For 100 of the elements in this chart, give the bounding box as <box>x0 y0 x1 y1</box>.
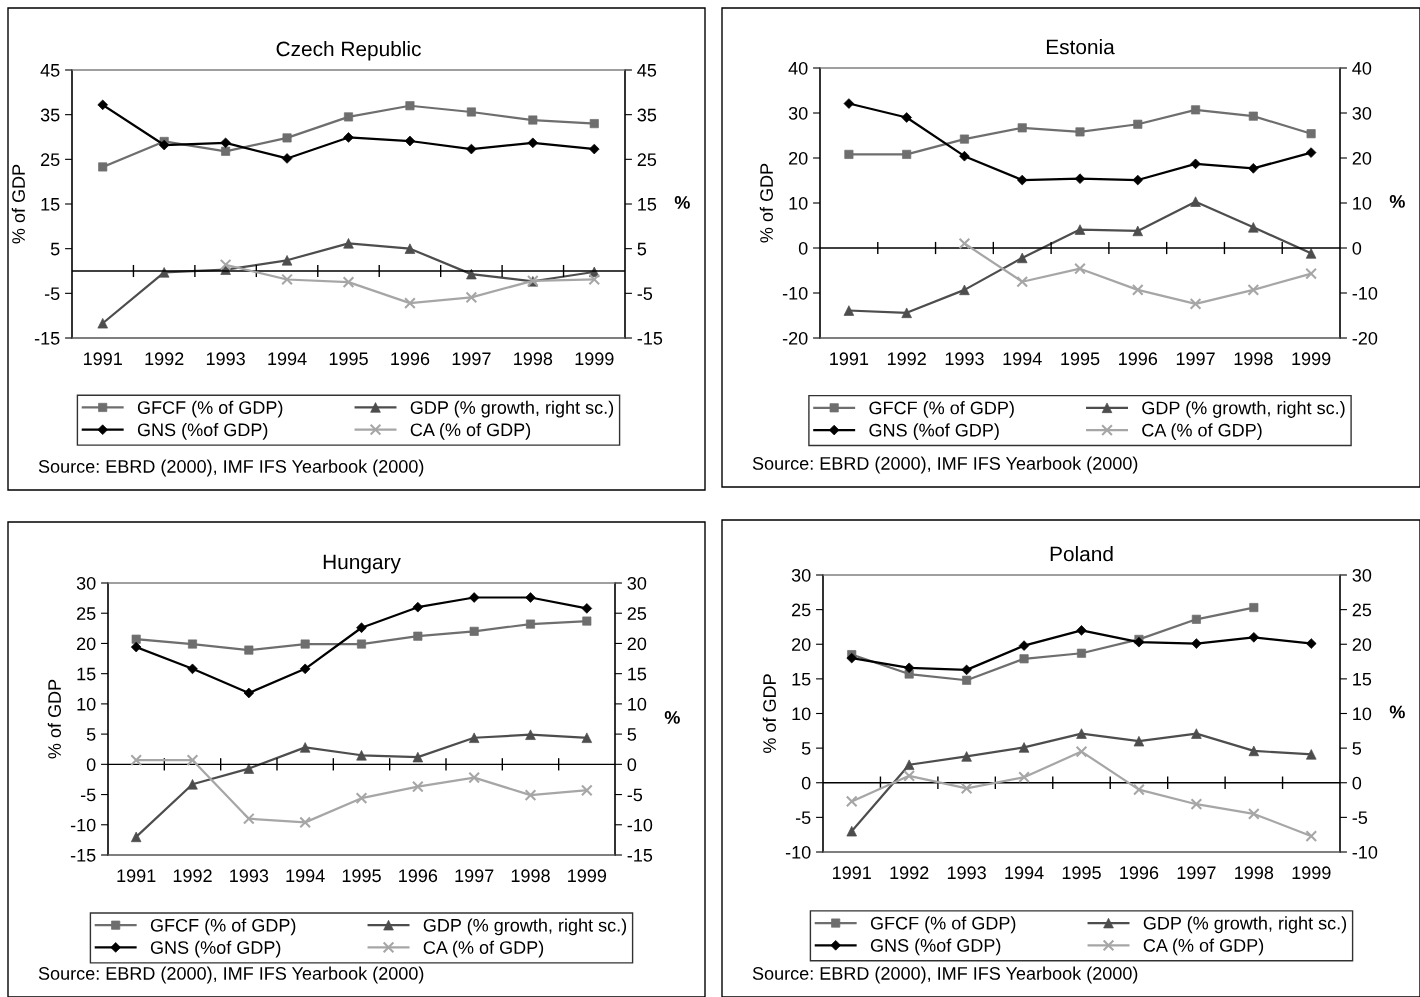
y-tick-label: 25 <box>41 153 60 167</box>
y-tick-label: 20 <box>789 151 808 165</box>
x-tick-label: 1994 <box>1003 352 1042 366</box>
y2-axis-title: % <box>1389 705 1405 719</box>
x-tick-label: 1992 <box>145 352 184 366</box>
x-tick-label: 1996 <box>1119 352 1158 366</box>
legend-label: GFCF (% of GDP) <box>150 918 296 936</box>
y2-tick-label: 20 <box>1352 151 1372 165</box>
legend-label: GDP (% growth, right sc.) <box>410 400 614 418</box>
y2-tick-label: -5 <box>1352 811 1368 825</box>
y2-tick-label: 25 <box>627 607 647 620</box>
y2-tick-label: 0 <box>1352 776 1362 790</box>
x-tick-label: 1991 <box>84 352 122 366</box>
legend-label: GNS (%of GDP) <box>150 940 281 958</box>
x-tick-label: 1999 <box>1292 352 1331 366</box>
x-tick-label: 1998 <box>514 352 553 366</box>
y2-tick-label: 45 <box>637 64 657 77</box>
y-tick-label: 0 <box>801 776 811 790</box>
y-axis-title: % of GDP <box>762 674 776 753</box>
y2-tick-label: 30 <box>627 576 647 590</box>
y-axis-title: % of GDP <box>759 163 773 243</box>
y-tick-label: 25 <box>792 603 811 617</box>
legend-label: CA (% of GDP) <box>1142 423 1262 441</box>
y2-tick-label: 10 <box>628 697 647 711</box>
x-tick-label: 1995 <box>1061 352 1100 366</box>
y2-axis-title: % <box>664 711 680 724</box>
y-tick-label: 10 <box>77 697 96 711</box>
x-tick-label: 1998 <box>1234 352 1273 366</box>
legend-label: GDP (% growth, right sc.) <box>1142 401 1345 418</box>
x-tick-label: 1996 <box>399 869 438 883</box>
y-axis-title: % of GDP <box>11 164 25 244</box>
x-tick-label: 1992 <box>887 352 926 366</box>
legend-label: CA (% of GDP) <box>1143 938 1264 956</box>
x-tick-label: 1994 <box>1005 866 1044 880</box>
y-tick-label: 5 <box>86 728 96 741</box>
x-tick-label: 1995 <box>342 869 381 883</box>
y-tick-label: 10 <box>789 196 808 210</box>
x-tick-label: 1996 <box>391 352 430 366</box>
y2-tick-label: -15 <box>627 849 653 862</box>
y2-tick-label: 15 <box>1353 673 1372 686</box>
y-tick-label: -15 <box>70 849 96 862</box>
y2-tick-label: 5 <box>1352 742 1362 755</box>
y2-tick-label: 30 <box>1352 106 1372 120</box>
x-tick-label: 1996 <box>1120 866 1159 880</box>
y-tick-label: 15 <box>77 667 96 681</box>
legend-label: GNS (%of GDP) <box>869 423 999 441</box>
x-tick-label: 1993 <box>947 866 986 880</box>
y-tick-label: -5 <box>80 788 96 802</box>
y-tick-label: 40 <box>788 61 808 75</box>
legend-label: GFCF (% of GDP) <box>870 916 1016 934</box>
x-tick-label: 1997 <box>455 869 494 883</box>
y2-tick-label: 15 <box>628 667 647 681</box>
y-tick-label: -10 <box>785 845 811 859</box>
x-tick-label: 1995 <box>1062 866 1101 880</box>
legend-label: GNS (%of GDP) <box>870 938 1001 956</box>
legend-label: GDP (% growth, right sc.) <box>1143 916 1347 934</box>
y-tick-label: 20 <box>77 637 96 651</box>
y-tick-label: 15 <box>792 673 811 686</box>
y2-tick-label: 5 <box>627 728 637 741</box>
y2-tick-label: -5 <box>637 287 653 301</box>
y-tick-label: 35 <box>40 108 60 122</box>
x-tick-label: 1995 <box>329 352 368 366</box>
x-tick-label: 1997 <box>452 352 491 366</box>
y2-tick-label: 0 <box>627 758 637 772</box>
x-tick-label: 1998 <box>1235 866 1274 880</box>
x-tick-label: 1994 <box>286 869 325 883</box>
y2-tick-label: 10 <box>1353 707 1372 721</box>
legend-label: CA (% of GDP) <box>423 940 544 958</box>
y2-tick-label: 20 <box>1352 638 1372 651</box>
legend-label: GFCF (% of GDP) <box>137 400 283 418</box>
x-tick-label: 1993 <box>230 869 269 883</box>
x-tick-label: 1991 <box>833 866 871 880</box>
y2-axis-title: % <box>1389 195 1405 208</box>
x-tick-label: 1993 <box>945 352 984 366</box>
x-tick-label: 1991 <box>830 352 869 366</box>
y-tick-label: 30 <box>791 568 811 582</box>
y-tick-label: 25 <box>77 607 96 620</box>
y2-tick-label: -15 <box>637 332 663 345</box>
y-tick-label: 45 <box>40 64 60 77</box>
y2-tick-label: 35 <box>637 108 657 122</box>
y-tick-label: 5 <box>50 242 60 256</box>
y-tick-label: 30 <box>76 576 96 590</box>
x-tick-label: 1998 <box>511 869 550 883</box>
x-tick-label: 1999 <box>568 869 607 883</box>
y2-tick-label: -10 <box>627 818 653 832</box>
source-note: Source: EBRD (2000), IMF IFS Yearbook (2000) <box>38 966 424 984</box>
y2-tick-label: 25 <box>1352 603 1372 617</box>
y-tick-label: -15 <box>34 332 60 345</box>
chart-title: Estonia <box>1046 39 1115 55</box>
y2-tick-label: 30 <box>1352 568 1372 582</box>
legend-label: GFCF (% of GDP) <box>869 401 1014 418</box>
y-axis-title: % of GDP <box>47 679 61 759</box>
x-tick-label: 1999 <box>575 352 614 366</box>
x-tick-label: 1994 <box>268 352 307 366</box>
y-tick-label: 30 <box>788 106 808 120</box>
y-tick-label: 0 <box>798 241 808 255</box>
source-note: Source: EBRD (2000), IMF IFS Yearbook (2000) <box>752 456 1138 474</box>
y-tick-label: 0 <box>86 758 96 772</box>
x-tick-label: 1991 <box>117 869 156 883</box>
chart-title: Poland <box>1050 546 1113 562</box>
